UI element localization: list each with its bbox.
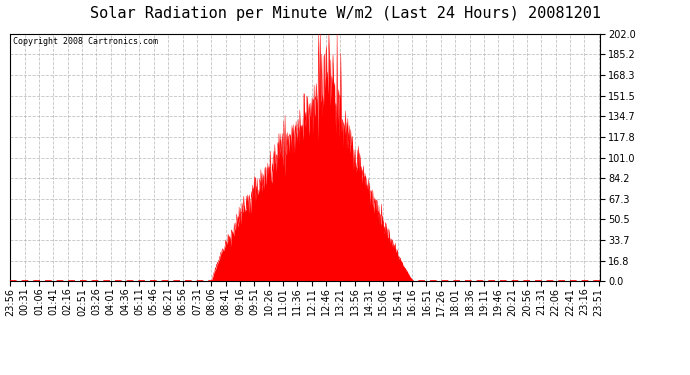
Text: Copyright 2008 Cartronics.com: Copyright 2008 Cartronics.com bbox=[13, 38, 158, 46]
Text: Solar Radiation per Minute W/m2 (Last 24 Hours) 20081201: Solar Radiation per Minute W/m2 (Last 24… bbox=[90, 6, 600, 21]
